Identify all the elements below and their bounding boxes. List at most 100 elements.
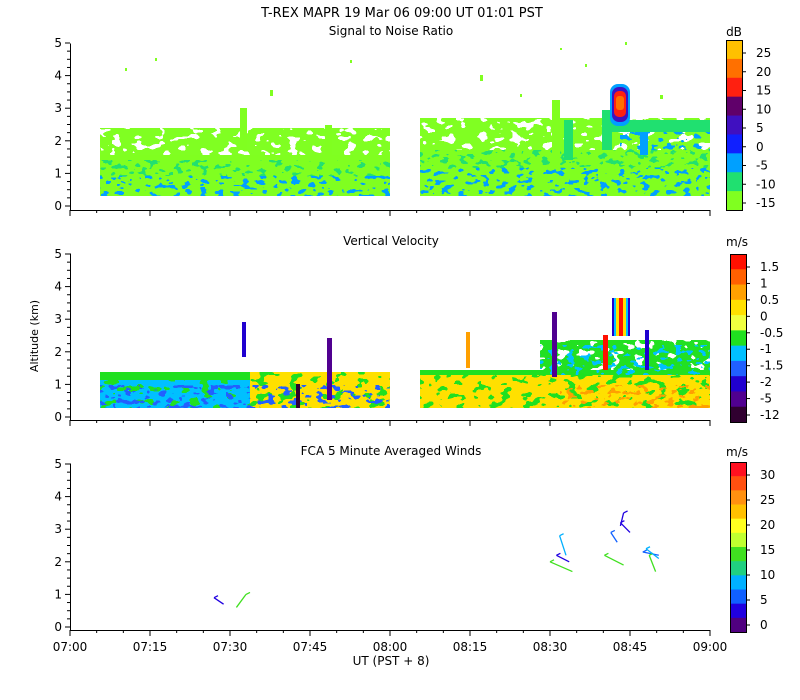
vv-field — [100, 298, 710, 408]
snr-plume — [610, 84, 630, 126]
vv-layer-orange-b — [560, 385, 710, 408]
colorbar-tick-label: 0 — [760, 309, 768, 323]
y-tick-label: 5 — [54, 36, 62, 50]
wind-barb — [235, 594, 247, 608]
y-tick-label: 1 — [54, 587, 62, 601]
snr-layer-cyan-c — [620, 130, 710, 150]
colorbar-tick-label: 25 — [760, 493, 775, 507]
colorbar-tick-label: -2 — [760, 375, 772, 389]
wind-barb — [642, 551, 659, 556]
wind-barb-flag — [245, 591, 251, 595]
y-tick-label: 4 — [54, 490, 62, 504]
colorbar-swatch — [730, 462, 746, 477]
colorbar-swatch — [730, 345, 746, 362]
colorbar-tick-label: -5 — [760, 392, 772, 406]
colorbar-swatch — [730, 360, 746, 377]
y-tick-label: 5 — [54, 247, 62, 261]
snr-column-4 — [564, 120, 573, 160]
vv-streak-4 — [466, 332, 470, 368]
y-tick-label: 0 — [54, 620, 62, 634]
vv-streak-7 — [645, 330, 649, 370]
vv-streak-2 — [327, 338, 332, 400]
colorbar-swatch — [730, 269, 746, 286]
wind-barb — [556, 554, 570, 563]
snr-layer-cyan-b — [420, 168, 710, 196]
x-tick-label: 08:00 — [373, 640, 408, 654]
winds-panel-title: FCA 5 Minute Averaged Winds — [301, 444, 482, 458]
colorbar-tick-label: 10 — [760, 568, 775, 582]
snr-column-2 — [325, 125, 332, 170]
snr-units: dB — [726, 25, 742, 39]
y-tick-label: 0 — [54, 410, 62, 424]
x-tick-label: 08:15 — [453, 640, 488, 654]
colorbar-tick-label: -0.5 — [760, 326, 783, 340]
snr-column-3 — [552, 100, 560, 160]
x-tick-label: 07:00 — [53, 640, 88, 654]
snr-field — [100, 42, 710, 196]
colorbar-tick-label: 5 — [760, 593, 768, 607]
wind-barb — [604, 554, 624, 566]
colorbar-swatch — [730, 406, 746, 423]
colorbar-swatch — [726, 153, 742, 173]
x-tick-label: 08:45 — [613, 640, 648, 654]
colorbar-swatch — [730, 254, 746, 270]
colorbar-swatch — [726, 58, 742, 79]
snr-layer-top-b — [610, 120, 710, 132]
colorbar-swatch — [730, 504, 746, 520]
colorbar-tick-label: 0.5 — [760, 293, 779, 307]
colorbar-swatch — [726, 77, 742, 98]
vv-streak-6 — [603, 335, 608, 370]
wind-barb-flag — [645, 546, 651, 550]
snr-column-1 — [240, 108, 247, 150]
x-axis-label: UT (PST + 8) — [353, 654, 430, 668]
y-axis-label: Altitude (km) — [28, 300, 41, 372]
snr-layer-cyan-a — [100, 176, 390, 196]
colorbar-swatch — [726, 40, 742, 60]
vv-streak-5 — [552, 312, 557, 377]
colorbar-tick-label: 15 — [756, 84, 771, 98]
colorbar-frame — [730, 462, 747, 633]
vv-streak-1 — [242, 322, 246, 357]
x-tick-label: 08:30 — [533, 640, 568, 654]
vv-layer-cyan-b — [540, 345, 710, 375]
y-tick-label: 3 — [54, 101, 62, 115]
colorbar-tick-label: 1 — [760, 276, 768, 290]
wind-barb-flag — [604, 552, 609, 556]
colorbar-tick-label: 10 — [756, 102, 771, 116]
wind-barb-flag — [623, 510, 628, 514]
figure-title: T-REX MAPR 19 Mar 06 09:00 UT 01:01 PST — [260, 6, 543, 21]
x-tick-label: 07:15 — [133, 640, 168, 654]
vv-streak-3 — [296, 384, 300, 408]
colorbar-swatch — [726, 96, 742, 117]
colorbar-tick-label: -10 — [756, 177, 776, 191]
y-tick-label: 3 — [54, 522, 62, 536]
y-tick-label: 2 — [54, 134, 62, 148]
snr-column-6 — [640, 120, 648, 155]
y-tick-label: 5 — [54, 457, 62, 471]
colorbar-swatch — [730, 490, 746, 505]
colorbar-swatch — [730, 532, 746, 548]
winds-units: m/s — [726, 445, 748, 459]
wind-barb-flag — [549, 559, 555, 563]
wind-barb — [619, 512, 625, 527]
y-tick-label: 4 — [54, 69, 62, 83]
colorbar-tick-label: -5 — [756, 159, 768, 173]
colorbar-tick-label: 0 — [756, 140, 764, 154]
wind-barb-flag — [642, 549, 648, 553]
colorbar-frame — [730, 254, 747, 423]
colorbar-tick-label: 20 — [760, 518, 775, 532]
vv-layer-dark-a — [100, 385, 390, 408]
colorbar-swatch — [730, 589, 746, 605]
x-tick-label: 09:00 — [693, 640, 728, 654]
axes: 0 1 2 3 4 5 0 1 2 3 4 5 0 1 2 3 4 5 07:00 07:15 07:30 07:45 08… — [53, 36, 728, 654]
wind-barb — [213, 597, 224, 605]
colorbar-swatch — [730, 547, 746, 562]
colorbar-tick-label: -12 — [760, 408, 780, 422]
colorbar-swatch — [730, 299, 746, 316]
wind-barb — [610, 532, 618, 543]
x-tick-label: 07:30 — [213, 640, 248, 654]
colorbar-tick-label: 1.5 — [760, 260, 779, 274]
vv-panel-title: Vertical Velocity — [343, 234, 439, 248]
colorbar-swatch — [730, 315, 746, 331]
wind-barbs — [213, 510, 660, 608]
